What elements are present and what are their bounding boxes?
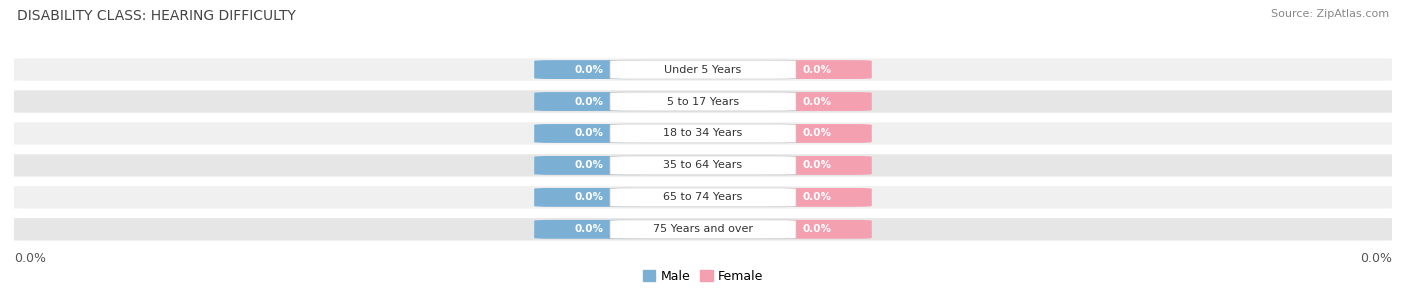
FancyBboxPatch shape bbox=[0, 154, 1406, 177]
FancyBboxPatch shape bbox=[762, 92, 872, 111]
Text: 35 to 64 Years: 35 to 64 Years bbox=[664, 160, 742, 170]
Text: 0.0%: 0.0% bbox=[1360, 252, 1392, 265]
Text: 65 to 74 Years: 65 to 74 Years bbox=[664, 192, 742, 203]
Text: 0.0%: 0.0% bbox=[575, 192, 603, 203]
Text: 0.0%: 0.0% bbox=[575, 65, 603, 74]
Text: 0.0%: 0.0% bbox=[803, 192, 831, 203]
Text: 0.0%: 0.0% bbox=[803, 224, 831, 234]
FancyBboxPatch shape bbox=[0, 218, 1406, 241]
FancyBboxPatch shape bbox=[0, 58, 1406, 81]
FancyBboxPatch shape bbox=[610, 92, 796, 111]
Text: 0.0%: 0.0% bbox=[14, 252, 46, 265]
Text: 0.0%: 0.0% bbox=[803, 96, 831, 106]
FancyBboxPatch shape bbox=[762, 188, 872, 207]
Text: DISABILITY CLASS: HEARING DIFFICULTY: DISABILITY CLASS: HEARING DIFFICULTY bbox=[17, 9, 295, 23]
FancyBboxPatch shape bbox=[762, 156, 872, 175]
FancyBboxPatch shape bbox=[762, 220, 872, 239]
Text: Source: ZipAtlas.com: Source: ZipAtlas.com bbox=[1271, 9, 1389, 19]
Text: 0.0%: 0.0% bbox=[803, 65, 831, 74]
FancyBboxPatch shape bbox=[762, 124, 872, 143]
Text: Under 5 Years: Under 5 Years bbox=[665, 65, 741, 74]
FancyBboxPatch shape bbox=[610, 188, 796, 207]
FancyBboxPatch shape bbox=[762, 60, 872, 79]
FancyBboxPatch shape bbox=[534, 92, 644, 111]
Text: 0.0%: 0.0% bbox=[803, 160, 831, 170]
Text: 0.0%: 0.0% bbox=[575, 160, 603, 170]
FancyBboxPatch shape bbox=[534, 220, 644, 239]
Text: 75 Years and over: 75 Years and over bbox=[652, 224, 754, 234]
Legend: Male, Female: Male, Female bbox=[638, 265, 768, 288]
Text: 18 to 34 Years: 18 to 34 Years bbox=[664, 128, 742, 138]
Text: 0.0%: 0.0% bbox=[575, 224, 603, 234]
FancyBboxPatch shape bbox=[534, 60, 644, 79]
FancyBboxPatch shape bbox=[0, 186, 1406, 209]
FancyBboxPatch shape bbox=[0, 90, 1406, 113]
FancyBboxPatch shape bbox=[610, 156, 796, 175]
FancyBboxPatch shape bbox=[534, 124, 644, 143]
FancyBboxPatch shape bbox=[0, 122, 1406, 145]
FancyBboxPatch shape bbox=[534, 156, 644, 175]
Text: 0.0%: 0.0% bbox=[803, 128, 831, 138]
Text: 0.0%: 0.0% bbox=[575, 128, 603, 138]
Text: 0.0%: 0.0% bbox=[575, 96, 603, 106]
FancyBboxPatch shape bbox=[610, 220, 796, 239]
FancyBboxPatch shape bbox=[610, 60, 796, 79]
FancyBboxPatch shape bbox=[534, 188, 644, 207]
FancyBboxPatch shape bbox=[610, 124, 796, 143]
Text: 5 to 17 Years: 5 to 17 Years bbox=[666, 96, 740, 106]
